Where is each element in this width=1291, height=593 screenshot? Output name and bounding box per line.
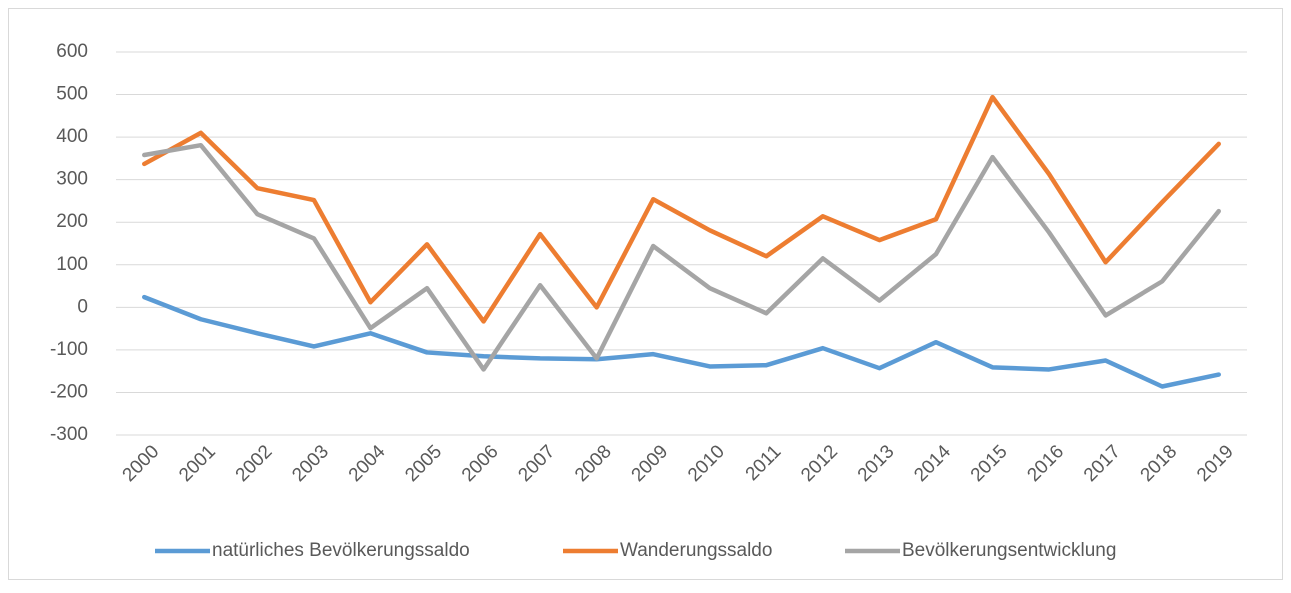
y-tick-label: -300 xyxy=(50,424,88,445)
line xyxy=(142,142,1221,372)
line xyxy=(142,94,1221,324)
chart-border xyxy=(8,8,1283,580)
y-tick-label: 100 xyxy=(56,254,88,275)
y-tick-label: 500 xyxy=(56,84,88,105)
y-tick-label: 0 xyxy=(77,296,88,317)
line xyxy=(142,294,1221,389)
legend-label: Bevölkerungsentwicklung xyxy=(902,540,1116,561)
y-tick-label: 200 xyxy=(56,211,88,232)
y-tick-label: -200 xyxy=(50,381,88,402)
y-tick-label: 600 xyxy=(56,41,88,62)
legend-label: Wanderungssaldo xyxy=(620,540,772,561)
y-tick-label: 400 xyxy=(56,126,88,147)
y-tick-label: 300 xyxy=(56,169,88,190)
legend-label: natürliches Bevölkerungssaldo xyxy=(212,540,470,561)
y-tick-label: -100 xyxy=(50,339,88,360)
